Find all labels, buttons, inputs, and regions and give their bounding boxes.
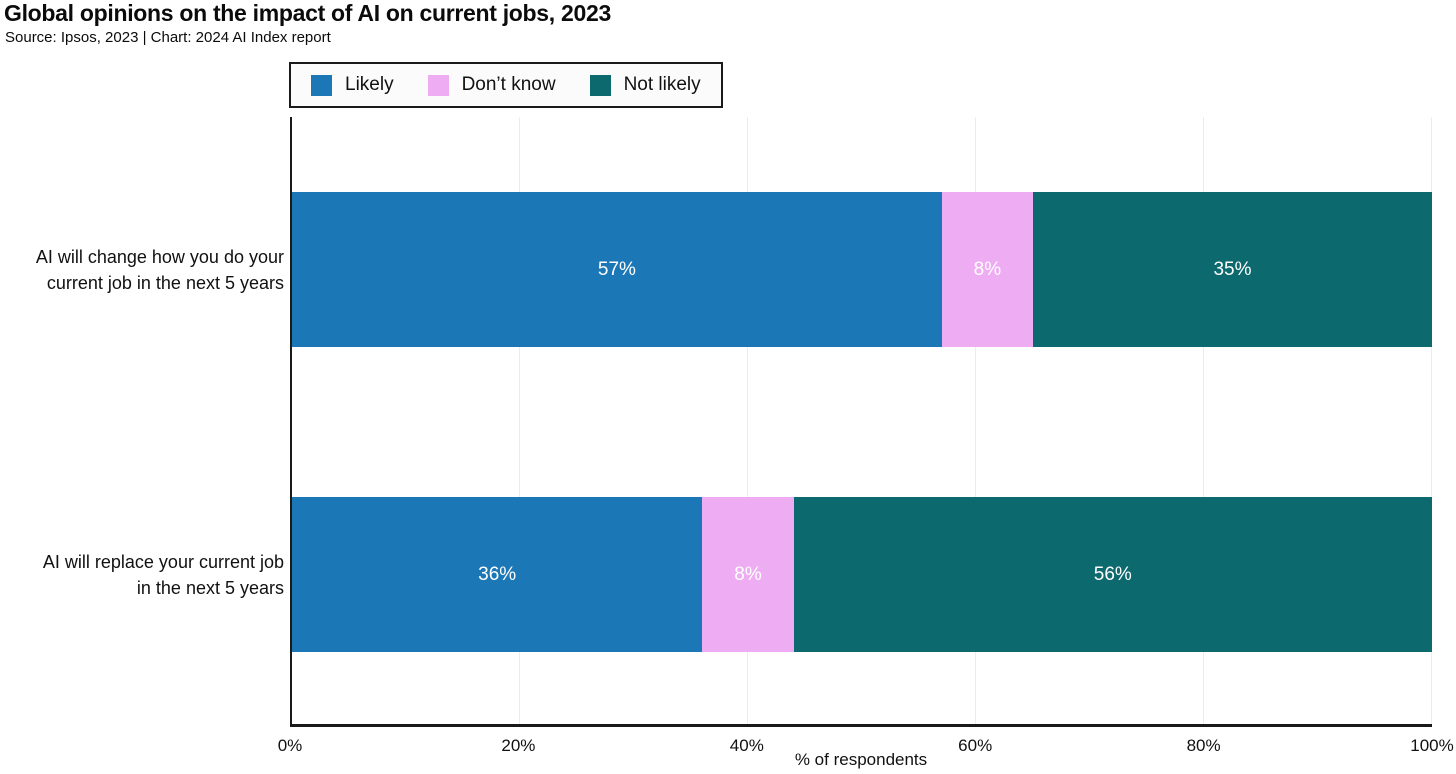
y-axis-category-label: AI will replace your current job in the n…: [42, 552, 284, 598]
gridline: [1431, 117, 1432, 724]
x-axis-tick-label: 0%: [277, 736, 303, 755]
gridline: [519, 117, 520, 724]
bar-segment-don-t-know: 8%: [702, 497, 794, 652]
legend-item-not-likely: Not likely: [589, 74, 701, 96]
bar-row: 36% 8% 56%: [292, 497, 1432, 652]
gridline: [747, 117, 748, 724]
plot-area: 57% 8% 35% 36% 8% 56%: [290, 117, 1432, 727]
bar-segment-likely: 36%: [292, 497, 703, 652]
y-axis-category-label: AI will change how you do your current jo…: [35, 247, 284, 293]
bar-segment-not-likely: 56%: [793, 497, 1432, 652]
bar-segment-don-t-know: 8%: [941, 192, 1033, 347]
legend-item-likely: Likely: [311, 74, 394, 96]
x-axis-tick-label: 20%: [501, 736, 536, 755]
legend-label: Don’t know: [461, 74, 556, 95]
legend: Likely Don’t know Not likely: [289, 62, 723, 108]
chart-subtitle: Source: Ipsos, 2023 | Chart: 2024 AI Ind…: [5, 29, 331, 46]
bar-segment-likely: 57%: [292, 192, 942, 347]
bar-row: 57% 8% 35%: [292, 192, 1432, 347]
legend-swatch-dont-know: [427, 74, 449, 96]
x-axis-tick-label: 80%: [1186, 736, 1221, 755]
legend-swatch-not-likely: [589, 74, 611, 96]
bar-segment-not-likely: 35%: [1032, 192, 1432, 347]
chart-title: Global opinions on the impact of AI on c…: [4, 0, 611, 26]
x-axis-title: % of respondents: [794, 750, 928, 769]
x-axis-tick-label: 100%: [1410, 736, 1454, 755]
legend-label: Not likely: [623, 74, 701, 95]
legend-label: Likely: [345, 74, 394, 95]
gridline: [1203, 117, 1204, 724]
gridline: [975, 117, 976, 724]
legend-item-dont-know: Don’t know: [427, 74, 556, 96]
legend-swatch-likely: [311, 74, 332, 96]
x-axis-tick-label: 40%: [729, 736, 764, 755]
x-axis-tick-label: 60%: [958, 736, 993, 755]
